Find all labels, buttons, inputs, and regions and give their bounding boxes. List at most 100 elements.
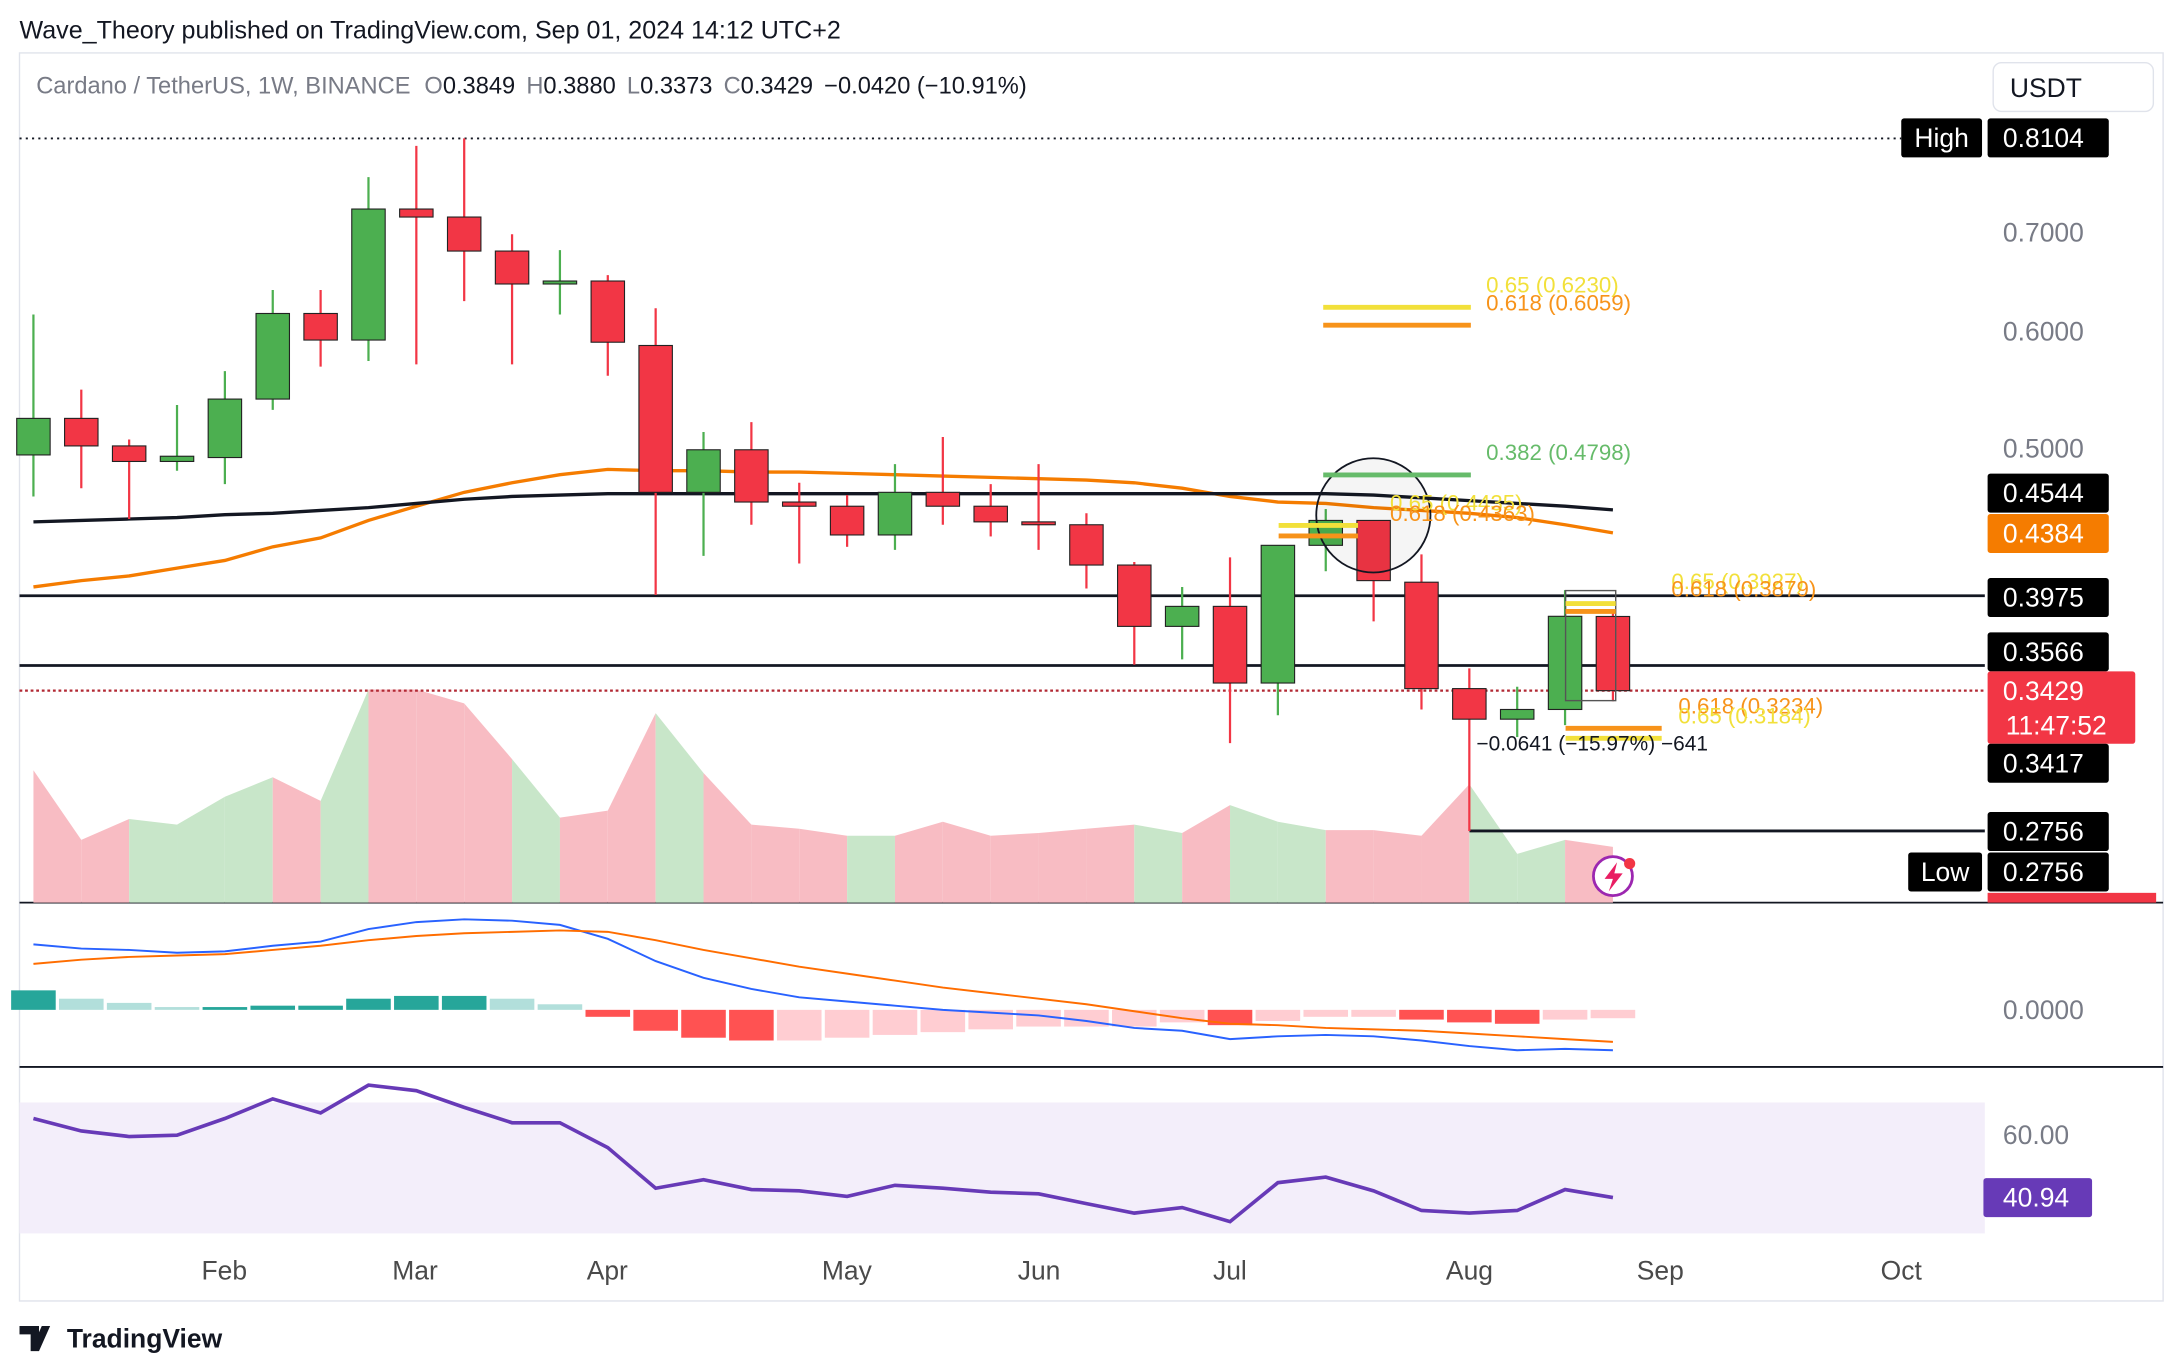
macd-histogram-bar (1112, 1009, 1157, 1027)
price-label-box (1987, 671, 2136, 744)
volume-area (224, 777, 273, 903)
price-label: 0.3429 (2003, 676, 2084, 706)
x-tick-label: Feb (201, 1255, 247, 1285)
fib-label: 0.618 (0.6059) (1486, 290, 1631, 315)
price-label: 0.8104 (2003, 123, 2084, 153)
candle-body (446, 216, 482, 252)
macd-histogram-bar (106, 1002, 152, 1010)
macd-histogram-bar (11, 990, 56, 1010)
symbol-line: Cardano / TetherUS, 1W, BINANCE O0.3849 H0… (36, 73, 1027, 99)
change: −0.0420 (−10.91%) (824, 73, 1027, 99)
fib-label: 0.618 (0.4363) (1390, 501, 1535, 526)
macd-histogram-bar (1255, 1009, 1301, 1021)
macd-histogram-bar (1303, 1009, 1349, 1017)
fib-label: 0.65 (0.6230) (1486, 272, 1618, 297)
macd-histogram-bar (1590, 1009, 1636, 1019)
logo-mark (19, 1326, 51, 1352)
ohlc-label: H (526, 73, 543, 99)
volume-area (894, 821, 943, 903)
candle-body (1069, 524, 1104, 566)
candle-body (255, 312, 291, 400)
price-label: 0.2756 (2003, 857, 2084, 887)
ohlc-value: 0.3849 (443, 73, 515, 99)
volume-area (799, 828, 848, 903)
fib-label: 0.65 (0.3184) (1678, 703, 1810, 728)
measure-label: −0.0641 (−15.97%) −641 (1476, 732, 1708, 755)
candle-body (542, 280, 578, 285)
ohlc-value: 0.3373 (640, 73, 712, 99)
macd-histogram-bar (872, 1009, 918, 1035)
macd-histogram-bar (59, 998, 104, 1010)
alert-bolt (1604, 862, 1623, 892)
macd-histogram-bar (681, 1009, 726, 1038)
volume-area (272, 777, 321, 903)
macd-histogram-bar (394, 995, 439, 1010)
macd-histogram-bar (154, 1007, 200, 1010)
ohlc-value: 0.3880 (543, 73, 615, 99)
macd-histogram-bar (202, 1007, 248, 1010)
y-tick-label: 0.6000 (2003, 316, 2084, 346)
fib-label: 0.382 (0.4798) (1486, 440, 1631, 465)
candle-body (494, 250, 530, 285)
x-tick-label: Sep (1637, 1255, 1684, 1285)
candle-body (734, 449, 769, 503)
price-label-box (1987, 743, 2109, 783)
volume-area (751, 824, 800, 903)
x-tick-label: Oct (1881, 1255, 1923, 1285)
volume-area (990, 832, 1039, 903)
candle-body (1404, 581, 1439, 690)
tag-box (1908, 852, 1983, 892)
rsi-tick-label: 60.00 (2003, 1120, 2069, 1150)
candle-body (925, 491, 961, 507)
macd-histogram-bar (346, 998, 391, 1010)
x-tick-label: Jul (1213, 1255, 1247, 1285)
volume-area (1325, 830, 1374, 903)
volume-area (655, 713, 704, 903)
x-tick-label: Aug (1446, 1255, 1493, 1285)
ohlc-label: C (724, 73, 741, 99)
candle-body (1595, 615, 1631, 692)
volume-area (1086, 824, 1135, 903)
front-layer: 0.5000 0.6000 0.7000 Feb Mar Apr May Jun Jul Aug S… (201, 118, 2136, 1285)
candle-body (351, 208, 386, 341)
price-label-box (1987, 632, 2109, 672)
price-label-box (1987, 118, 2109, 158)
candle-body (638, 344, 673, 493)
volume-area (1277, 821, 1326, 903)
candle-body (111, 445, 147, 463)
x-tick-label: Jun (1018, 1255, 1061, 1285)
candle-body (1164, 605, 1200, 627)
volume-area (703, 773, 752, 903)
macd-histogram-bar (633, 1009, 678, 1031)
chart-frame (18, 52, 2164, 1302)
measure-box (1564, 589, 1617, 702)
macd-histogram-bar (1542, 1009, 1588, 1020)
back-layer (11, 137, 1985, 1234)
volume-area (177, 796, 225, 903)
macd-line (33, 929, 1613, 1043)
moving-average (33, 467, 1614, 589)
moving-average (33, 492, 1614, 524)
currency[interactable]: USDT (2010, 73, 2082, 103)
candle-body (207, 398, 243, 459)
candle-body (399, 208, 434, 218)
macd-histogram-bar (920, 1009, 966, 1033)
macd-histogram-bar (824, 1009, 870, 1038)
volume-area (847, 835, 895, 903)
volume-area (1134, 824, 1183, 903)
volume-area (33, 770, 82, 903)
macd-histogram-bar (776, 1009, 822, 1041)
candle-body (64, 417, 99, 447)
candle-body (303, 312, 338, 341)
macd-histogram-bar (968, 1009, 1013, 1030)
volume-area (320, 689, 369, 903)
macd-tick-label: 0.0000 (2003, 995, 2084, 1025)
hidden-label (1987, 892, 2157, 903)
tag-label: Low (1921, 857, 1970, 887)
price-label: 0.3417 (2003, 748, 2084, 778)
currency-button[interactable] (1992, 61, 2155, 113)
y-tick-label: 0.7000 (2003, 217, 2084, 247)
ohlc-label: O (424, 73, 442, 99)
candle-body (159, 455, 195, 463)
candle-body (1452, 688, 1487, 720)
